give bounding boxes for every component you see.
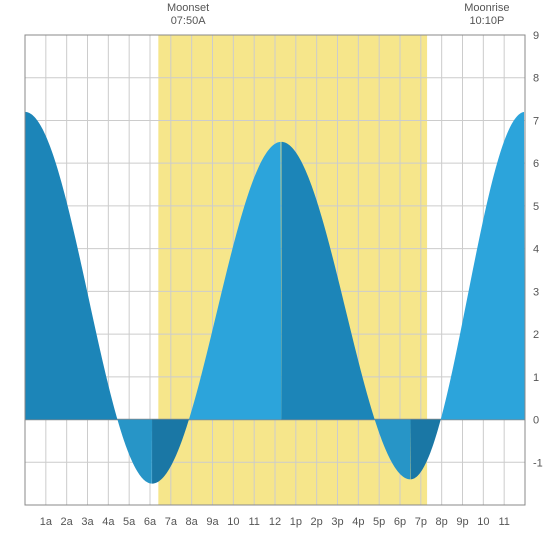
moonrise-time: 10:10P	[457, 15, 517, 28]
y-tick-label: 7	[533, 115, 539, 127]
x-tick-label: 7a	[165, 516, 178, 528]
x-tick-label: 8p	[436, 516, 448, 528]
x-tick-label: 1p	[290, 516, 302, 528]
tide-chart: Moonset 07:50A Moonrise 10:10P -10123456…	[0, 0, 550, 550]
x-tick-label: 3p	[331, 516, 343, 528]
y-tick-label: 2	[533, 329, 539, 341]
y-tick-label: 0	[533, 415, 539, 427]
moonset-time: 07:50A	[158, 15, 218, 28]
x-tick-label: 10	[227, 516, 239, 528]
y-tick-label: -1	[533, 457, 543, 469]
y-tick-label: 4	[533, 244, 539, 256]
x-tick-label: 9p	[456, 516, 468, 528]
x-tick-label: 1a	[40, 516, 53, 528]
x-tick-label: 5p	[373, 516, 385, 528]
x-tick-label: 4p	[352, 516, 364, 528]
y-tick-label: 6	[533, 158, 539, 170]
moonrise-title: Moonrise	[457, 2, 517, 15]
x-tick-label: 2p	[311, 516, 323, 528]
moonset-label: Moonset 07:50A	[158, 2, 218, 28]
x-tick-label: 10	[477, 516, 489, 528]
y-tick-label: 9	[533, 30, 539, 42]
y-tick-label: 8	[533, 73, 539, 85]
moonrise-label: Moonrise 10:10P	[457, 2, 517, 28]
x-tick-label: 6a	[144, 516, 157, 528]
x-tick-label: 5a	[123, 516, 136, 528]
x-tick-label: 11	[248, 516, 259, 528]
x-tick-label: 12	[269, 516, 281, 528]
x-tick-label: 9a	[206, 516, 219, 528]
x-tick-label: 3a	[81, 516, 94, 528]
x-tick-label: 7p	[415, 516, 427, 528]
x-tick-label: 2a	[61, 516, 74, 528]
moonset-title: Moonset	[158, 2, 218, 15]
y-tick-label: 1	[533, 372, 539, 384]
y-tick-label: 3	[533, 286, 539, 298]
y-tick-label: 5	[533, 201, 539, 213]
chart-svg: -101234567891a2a3a4a5a6a7a8a9a1011121p2p…	[0, 0, 550, 550]
x-tick-label: 6p	[394, 516, 406, 528]
x-tick-label: 11	[498, 516, 509, 528]
x-tick-label: 4a	[102, 516, 115, 528]
x-tick-label: 8a	[186, 516, 199, 528]
